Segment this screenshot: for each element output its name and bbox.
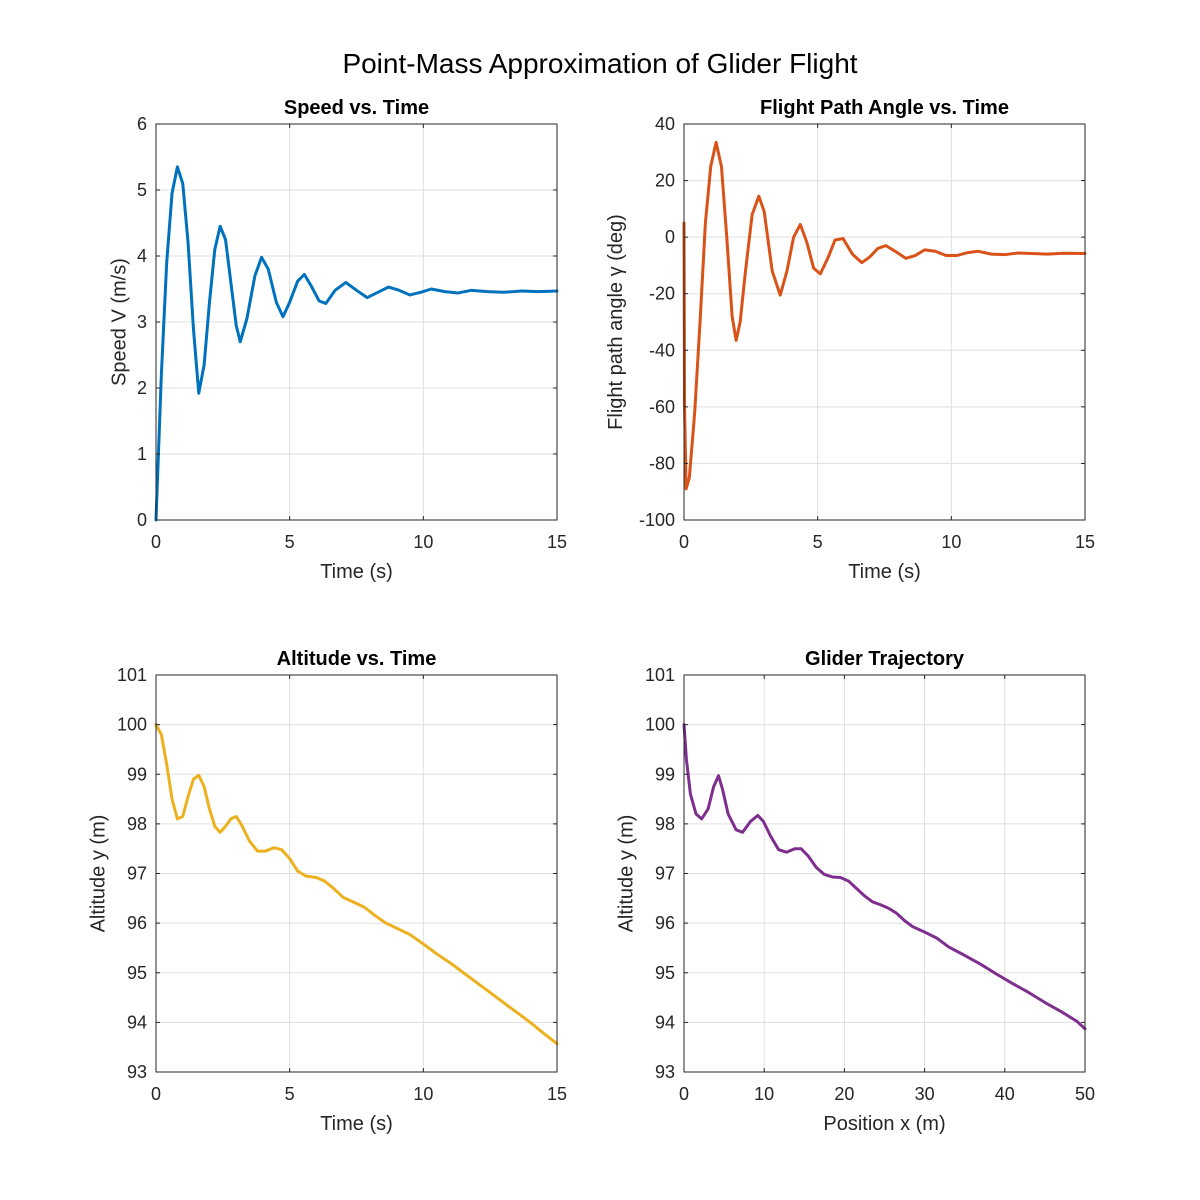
y-tick-label: 99 — [655, 764, 675, 784]
x-tick-label: 0 — [679, 1084, 689, 1104]
y-tick-label: 0 — [665, 227, 675, 247]
x-tick-label: 15 — [547, 532, 567, 552]
x-tick-label: 5 — [285, 1084, 295, 1104]
x-tick-label: 20 — [834, 1084, 854, 1104]
subplot-4: 0 10 20 30 40 50 93 94 95 96 97 98 99 100 101 Glider Tr… — [616, 648, 1096, 1135]
x-tick-label: 5 — [813, 532, 823, 552]
x-tick-label: 15 — [1075, 532, 1095, 552]
y-tick-label: 98 — [655, 814, 675, 834]
y-tick-label: 93 — [127, 1062, 147, 1082]
x-tick-label: 10 — [413, 532, 433, 552]
x-tick-label: 30 — [915, 1084, 935, 1104]
x-tick-label: 5 — [285, 532, 295, 552]
y-tick-label: 1 — [137, 444, 147, 464]
y-tick-label: 101 — [117, 665, 147, 685]
subplot-title: Speed vs. Time — [284, 97, 429, 119]
y-tick-label: 96 — [127, 913, 147, 933]
x-tick-label: 0 — [679, 532, 689, 552]
figure-title: Point-Mass Approximation of Glider Fligh… — [342, 48, 857, 79]
series-line-1 — [682, 140, 1087, 491]
axes-box — [683, 123, 1086, 521]
subplot-title: Flight Path Angle vs. Time — [760, 97, 1009, 119]
y-tick-label: 97 — [655, 864, 675, 884]
y-tick-label: 95 — [127, 963, 147, 983]
x-tick-label: 10 — [754, 1084, 774, 1104]
y-tick-label: 2 — [137, 378, 147, 398]
y-axis-label: Flight path angle γ (deg) — [605, 214, 627, 430]
y-tick-label: 95 — [655, 963, 675, 983]
y-tick-label: 94 — [655, 1012, 675, 1032]
x-tick-label: 10 — [941, 532, 961, 552]
x-axis-label: Time (s) — [320, 561, 393, 583]
series-line-1 — [154, 165, 559, 522]
x-tick-label: 10 — [413, 1084, 433, 1104]
x-tick-label: 0 — [151, 1084, 161, 1104]
subplot-2: 0 5 10 15 -100 -80 -60 -40 -20 0 20 40 Flight Path A… — [605, 97, 1095, 583]
y-tick-label: 93 — [655, 1062, 675, 1082]
y-tick-label: 100 — [645, 715, 675, 735]
y-tick-label: 3 — [137, 312, 147, 332]
series-line-1 — [682, 723, 1087, 1031]
y-tick-label: -60 — [649, 397, 675, 417]
y-tick-label: -20 — [649, 284, 675, 304]
y-tick-label: 100 — [117, 715, 147, 735]
y-tick-label: 97 — [127, 864, 147, 884]
y-tick-label: 6 — [137, 114, 147, 134]
series-line-1 — [154, 723, 559, 1046]
y-tick-label: 40 — [655, 114, 675, 134]
y-tick-label: -40 — [649, 340, 675, 360]
x-axis-label: Position x (m) — [823, 1113, 945, 1135]
x-tick-label: 50 — [1075, 1084, 1095, 1104]
y-tick-label: -80 — [649, 453, 675, 473]
y-tick-label: 99 — [127, 764, 147, 784]
y-tick-label: 94 — [127, 1012, 147, 1032]
y-tick-label: 4 — [137, 246, 147, 266]
y-tick-label: 98 — [127, 814, 147, 834]
subplot-title: Altitude vs. Time — [277, 648, 437, 670]
x-tick-label: 40 — [995, 1084, 1015, 1104]
subplot-title: Glider Trajectory — [805, 648, 965, 670]
y-tick-label: 20 — [655, 171, 675, 191]
x-tick-label: 0 — [151, 532, 161, 552]
subplot-1: 0 5 10 15 0 1 2 3 4 5 6 Speed vs. Time Time (s) Speed… — [109, 97, 568, 583]
y-axis-label: Altitude y (m) — [88, 815, 110, 933]
y-tick-label: 96 — [655, 913, 675, 933]
y-axis-label: Speed V (m/s) — [109, 258, 131, 386]
y-tick-label: 0 — [137, 510, 147, 530]
y-tick-label: 101 — [645, 665, 675, 685]
subplot-3: 0 5 10 15 93 94 95 96 97 98 99 100 101 Altitude vs. T… — [88, 648, 568, 1135]
x-axis-label: Time (s) — [320, 1113, 393, 1135]
x-axis-label: Time (s) — [848, 561, 921, 583]
y-tick-label: -100 — [639, 510, 675, 530]
x-tick-label: 15 — [547, 1084, 567, 1104]
y-tick-label: 5 — [137, 180, 147, 200]
y-axis-label: Altitude y (m) — [616, 815, 638, 933]
